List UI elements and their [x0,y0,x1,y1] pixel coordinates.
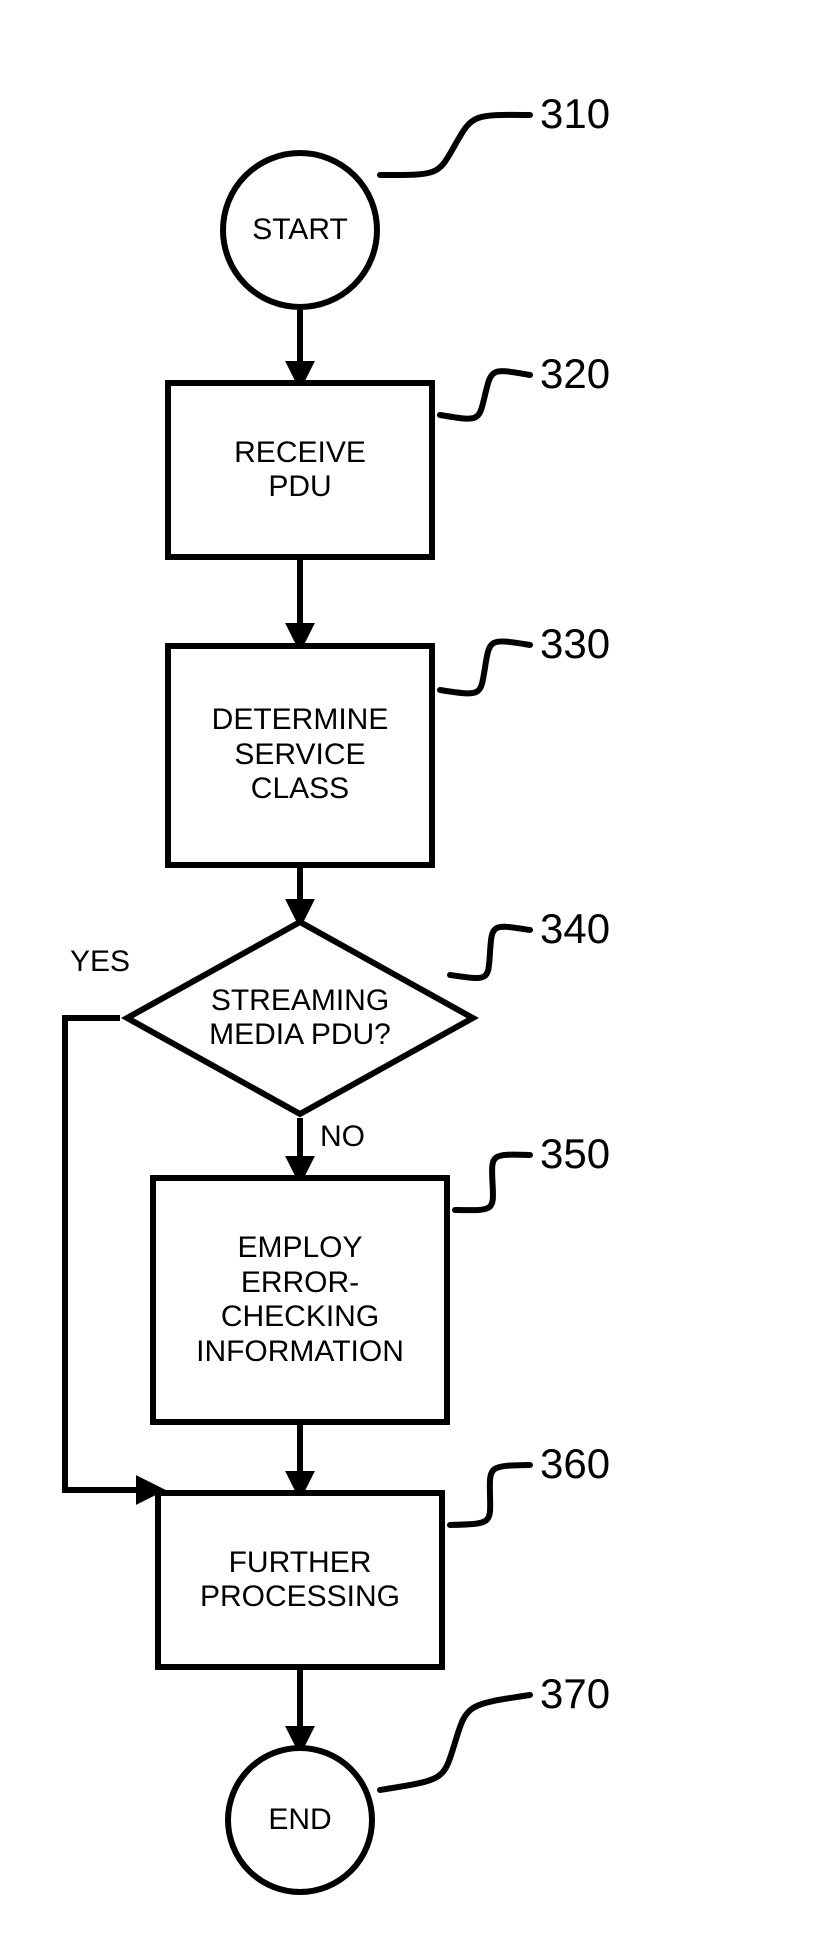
ref-360: 360 [540,1440,610,1488]
streaming-media-decision: STREAMING MEDIA PDU? [120,918,480,1118]
decision-no-label: NO [320,1120,365,1154]
receive-pdu-label: RECEIVE PDU [234,436,366,505]
further-processing-label: FURTHER PROCESSING [200,1546,400,1615]
start-terminal: START [220,150,380,310]
start-label: START [252,213,348,247]
decision-label: STREAMING MEDIA PDU? [209,984,391,1053]
employ-error-checking-step: EMPLOY ERROR- CHECKING INFORMATION [150,1175,450,1425]
flowchart-canvas: START RECEIVE PDU DETERMINE SERVICE CLAS… [0,0,827,1940]
end-terminal: END [225,1745,375,1895]
ref-310: 310 [540,90,610,138]
receive-pdu-step: RECEIVE PDU [165,380,435,560]
determine-service-class-step: DETERMINE SERVICE CLASS [165,643,435,868]
determine-service-class-label: DETERMINE SERVICE CLASS [212,703,389,807]
ref-370: 370 [540,1670,610,1718]
ref-350: 350 [540,1130,610,1178]
ref-330: 330 [540,620,610,668]
further-processing-step: FURTHER PROCESSING [155,1490,445,1670]
ref-340: 340 [540,905,610,953]
decision-yes-label: YES [70,945,130,979]
employ-error-checking-label: EMPLOY ERROR- CHECKING INFORMATION [196,1231,404,1369]
ref-320: 320 [540,350,610,398]
end-label: END [268,1803,331,1837]
